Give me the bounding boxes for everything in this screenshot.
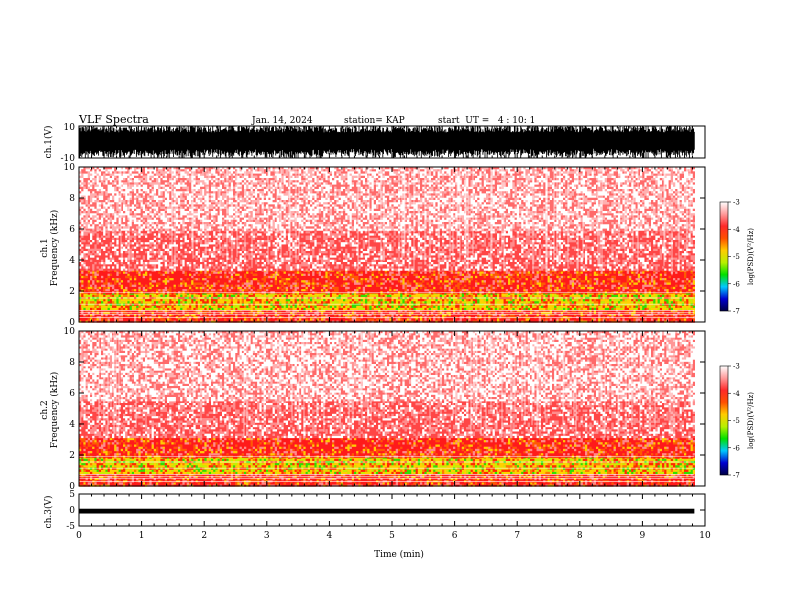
ch1-spec-ytick-label: 4 (69, 256, 75, 266)
ch1-waveform-panel: 10 -10 (61, 123, 706, 164)
ch2-spec-band-cells (79, 331, 695, 402)
ch1-spec-ytick-label: 0 (69, 318, 75, 328)
ch2-spec-ytick-label: 0 (69, 482, 75, 492)
ch1-spec-band-cells (79, 229, 695, 271)
ch1-spec-band-cells (81, 269, 695, 294)
x-tick-label: 9 (640, 531, 646, 541)
ch3-ytick-label: -5 (66, 522, 75, 532)
ch2-spec-ylabel-frequency: Frequency (kHz) (49, 372, 60, 449)
ch1-spec-ylabel-frequency: Frequency (kHz) (49, 210, 60, 287)
ch3-ytick-label: 5 (69, 490, 75, 500)
ch1-spec-ytick-label: 2 (69, 287, 75, 297)
ch1-spec-ytick-label: 6 (69, 225, 75, 235)
ch3-ytick-label: 0 (69, 506, 75, 516)
ch2-spec-band-cells (83, 437, 695, 458)
ch2-spec-band-cells (79, 456, 691, 475)
ch1-spec-band-cells (79, 167, 695, 231)
ch1-spec-band-cells (79, 292, 695, 311)
ch1-colorbar-tick-label: -4 (733, 226, 740, 234)
ch1-spec-band-low (79, 167, 695, 231)
ch1-waveform-trace (78, 126, 695, 158)
x-tick-label: 4 (327, 531, 333, 541)
ch1-spec-ytick-label: 10 (64, 163, 76, 173)
ch2-colorbar-tick-label: -5 (733, 417, 740, 425)
ch1-colorbar: -3 -4 -5 -6 -7 log(PSD)(V²/Hz) (719, 199, 755, 316)
ch2-spectrogram-panel: 0 2 4 6 8 10 (64, 327, 706, 492)
x-tick-label: 10 (699, 531, 711, 541)
ch1-colorbar-label: log(PSD)(V²/Hz) (747, 228, 755, 285)
ch1-spec-band-high (79, 269, 695, 294)
ch1-colorbar-tick-label: -7 (733, 308, 740, 316)
ch2-spec-ytick-label: 4 (69, 420, 75, 430)
ch1-colorbar-ramp (719, 201, 729, 312)
ch2-colorbar-tick-label: -7 (733, 472, 740, 480)
ch2-spec-band-medium (79, 400, 695, 439)
ch1-spec-band-cells (79, 269, 695, 294)
x-tick-label: 8 (577, 531, 583, 541)
x-tick-label: 3 (264, 531, 270, 541)
ch2-spec-band-low (79, 331, 695, 402)
x-tick-label: 6 (452, 531, 458, 541)
ch1-colorbar-tick-label: -3 (733, 199, 740, 207)
ch2-colorbar-ramp (719, 365, 729, 476)
ch1-spec-band-cells (79, 229, 695, 271)
ch1-spectrogram-panel: 0 2 4 6 8 10 (64, 163, 706, 328)
ch2-spec-band-high (79, 437, 695, 458)
ch1-spec-ytick-label: 8 (69, 194, 75, 204)
ch1-spec-streaks (120, 167, 691, 276)
ch1-spec-band-medium (79, 229, 695, 271)
ch3-ylabel: ch.3(V) (43, 496, 54, 529)
x-tick-label: 7 (514, 531, 520, 541)
ch2-spec-ytick-label: 10 (64, 327, 76, 337)
ch1-spec-ylabel-channel: ch.1 (40, 238, 50, 257)
ch1-spec-band-very-high (79, 292, 695, 311)
ch2-spec-band-very-high (79, 456, 695, 475)
x-tick-label: 0 (76, 531, 82, 541)
ch2-spec-band-cells (79, 400, 695, 439)
ch2-colorbar-tick-label: -4 (733, 390, 740, 398)
x-axis-label: Time (min) (374, 549, 424, 560)
ch2-spec-ytick-label: 2 (69, 451, 75, 461)
ch1-spec-band-cells (79, 167, 695, 231)
ch2-colorbar-tick-label: -6 (733, 444, 740, 452)
header-start-ut: start UT = 4 : 10: 1 (438, 116, 535, 126)
ch1-colorbar-tick-label: -6 (733, 280, 740, 288)
ch1-colorbar-tick-label: -5 (733, 253, 740, 261)
ch2-colorbar: -3 -4 -5 -6 -7 log(PSD)(V²/Hz) (719, 363, 755, 480)
ch2-spec-band-cells (79, 456, 695, 475)
ch2-colorbar-tick-label: -3 (733, 363, 740, 371)
x-tick-label: 1 (139, 531, 145, 541)
ch3-waveform-trace (79, 508, 695, 514)
chart-title: VLF Spectra (78, 113, 149, 126)
ch1-spec-band-high (79, 309, 696, 323)
ch2-spec-band-high (79, 473, 696, 487)
ch2-spec-ylabel-channel: ch.2 (40, 400, 50, 419)
header-station: station= KAP (344, 116, 405, 126)
header-date: Jan. 14, 2024 (251, 116, 313, 126)
ch2-spec-ytick-label: 8 (69, 358, 75, 368)
ch1-ytick-label: -10 (61, 154, 76, 164)
x-tick-label: 5 (389, 531, 395, 541)
ch1-spec-band-cells (81, 292, 695, 311)
ch2-colorbar-label: log(PSD)(V²/Hz) (747, 392, 755, 449)
ch2-spec-ytick-label: 6 (69, 389, 75, 399)
ch1-ytick-label: 10 (64, 123, 76, 133)
x-tick-label: 2 (201, 531, 207, 541)
ch1-ylabel: ch.1(V) (43, 126, 54, 159)
ch2-spec-band-cells (85, 473, 696, 487)
